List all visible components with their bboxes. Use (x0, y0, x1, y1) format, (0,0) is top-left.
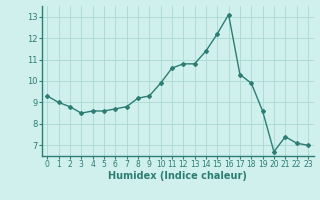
X-axis label: Humidex (Indice chaleur): Humidex (Indice chaleur) (108, 171, 247, 181)
